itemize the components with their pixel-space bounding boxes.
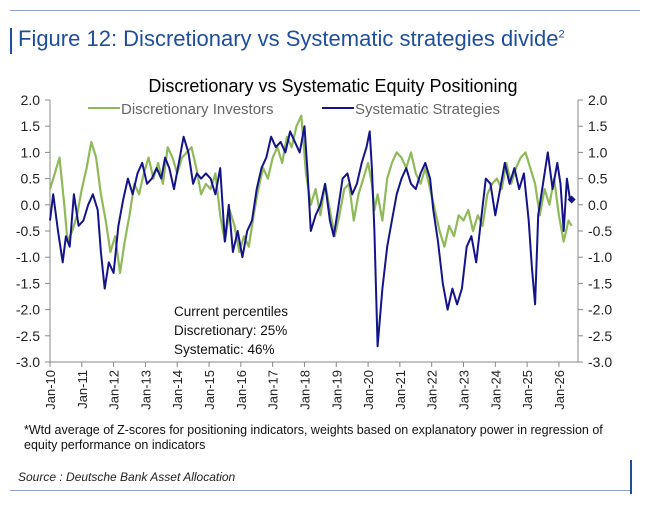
legend-label-systematic: Systematic Strategies — [355, 101, 500, 118]
x-tick-label: Jan-24 — [488, 370, 503, 410]
legend-label-discretionary: Discretionary Investors — [121, 101, 274, 118]
series-line-discretionary — [48, 114, 573, 274]
y-tick-label-right: 2.0 — [588, 92, 608, 108]
y-tick-label-right: 0.5 — [588, 171, 608, 187]
y-tick-label-left: 0.0 — [21, 197, 41, 213]
figure-title: Figure 12: Discretionary vs Systematic s… — [18, 26, 565, 52]
y-tick-label-left: 2.0 — [21, 92, 41, 108]
x-tick-label: Jan-11 — [75, 370, 90, 409]
series-line-systematic — [49, 125, 572, 348]
y-tick-label-left: 1.5 — [21, 118, 41, 134]
x-tick-label: Jan-10 — [43, 370, 58, 410]
x-tick-label: Jan-22 — [425, 370, 440, 410]
x-tick-label: Jan-19 — [329, 370, 344, 410]
x-tick-label: Jan-14 — [170, 370, 185, 410]
y-tick-label-right: -2.0 — [588, 302, 612, 318]
chart-title: Discretionary vs Systematic Equity Posit… — [148, 76, 518, 96]
source-note: Source : Deutsche Bank Asset Allocation — [18, 470, 236, 484]
x-tick-label: Jan-20 — [361, 370, 376, 410]
y-tick-label-left: -3.0 — [16, 354, 40, 370]
frame-top-rule — [10, 10, 640, 11]
y-tick-label-left: 0.5 — [21, 171, 41, 187]
x-tick-label: Jan-26 — [552, 370, 567, 410]
y-tick-label-left: -2.5 — [16, 328, 40, 344]
source-rule — [10, 490, 632, 491]
annotation-discretionary: Discretionary: 25% — [174, 323, 288, 338]
x-tick-label: Jan-23 — [456, 370, 471, 410]
frame-left-accent — [10, 28, 12, 54]
footnote: *Wtd average of Z-scores for positioning… — [24, 423, 603, 452]
x-tick-label: Jan-15 — [202, 370, 217, 410]
y-tick-label-right: -2.5 — [588, 328, 612, 344]
x-tick-label: Jan-13 — [138, 370, 153, 410]
y-tick-label-right: -1.0 — [588, 249, 612, 265]
figure-title-superscript: 2 — [558, 28, 565, 41]
x-tick-label: Jan-18 — [297, 370, 312, 410]
y-tick-label-right: -0.5 — [588, 223, 612, 239]
y-tick-label-right: 0.0 — [588, 197, 608, 213]
y-tick-label-left: -0.5 — [16, 223, 40, 239]
y-tick-label-right: 1.5 — [588, 118, 608, 134]
current-percentiles-annotation: Current percentiles Discretionary: 25% S… — [174, 302, 288, 359]
systematic-latest-marker — [567, 195, 576, 204]
annotation-systematic: Systematic: 46% — [174, 342, 275, 357]
annotation-heading: Current percentiles — [174, 304, 289, 319]
y-tick-label-left: -1.5 — [16, 275, 40, 291]
y-tick-label-right: 1.0 — [588, 144, 608, 160]
x-tick-label: Jan-21 — [393, 370, 408, 410]
y-tick-label-left: 1.0 — [21, 144, 41, 160]
frame-right-accent — [630, 460, 632, 494]
y-tick-label-left: -2.0 — [16, 302, 40, 318]
y-tick-label-left: -1.0 — [16, 249, 40, 265]
y-tick-label-right: -3.0 — [588, 354, 612, 370]
x-tick-label: Jan-16 — [234, 370, 249, 410]
y-tick-label-right: -1.5 — [588, 275, 612, 291]
x-tick-label: Jan-12 — [107, 370, 122, 410]
figure-title-text: Figure 12: Discretionary vs Systematic s… — [18, 26, 559, 51]
x-tick-label: Jan-25 — [520, 370, 535, 410]
x-tick-label: Jan-17 — [266, 370, 281, 410]
